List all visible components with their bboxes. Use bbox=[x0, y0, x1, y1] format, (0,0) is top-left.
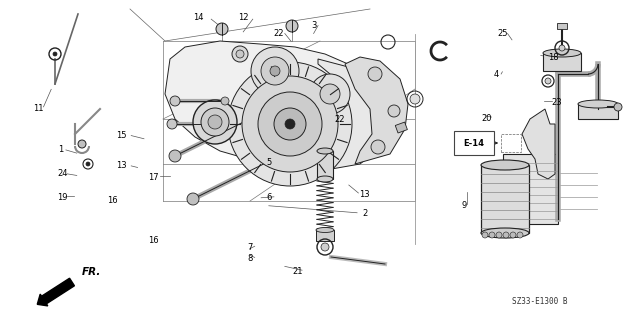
Text: 8: 8 bbox=[247, 254, 252, 263]
Ellipse shape bbox=[317, 148, 333, 154]
Circle shape bbox=[545, 78, 551, 84]
Circle shape bbox=[170, 96, 180, 106]
Circle shape bbox=[306, 137, 314, 145]
Text: FR.: FR. bbox=[82, 267, 101, 277]
Circle shape bbox=[371, 140, 385, 154]
FancyArrow shape bbox=[37, 278, 74, 306]
Text: 2: 2 bbox=[362, 209, 367, 218]
Ellipse shape bbox=[481, 160, 529, 170]
Circle shape bbox=[482, 232, 488, 238]
Circle shape bbox=[368, 67, 382, 81]
Circle shape bbox=[187, 193, 199, 205]
Ellipse shape bbox=[317, 176, 333, 182]
Circle shape bbox=[320, 84, 340, 104]
Polygon shape bbox=[165, 41, 375, 161]
Circle shape bbox=[169, 150, 181, 162]
Circle shape bbox=[167, 119, 177, 129]
Circle shape bbox=[510, 232, 516, 238]
Circle shape bbox=[496, 232, 502, 238]
Text: 18: 18 bbox=[548, 53, 559, 62]
Circle shape bbox=[270, 66, 280, 76]
Ellipse shape bbox=[543, 49, 581, 57]
Circle shape bbox=[53, 52, 57, 56]
Circle shape bbox=[310, 74, 350, 114]
Circle shape bbox=[285, 119, 295, 129]
Circle shape bbox=[78, 140, 86, 148]
Text: 6: 6 bbox=[266, 193, 271, 202]
Circle shape bbox=[193, 100, 237, 144]
Circle shape bbox=[216, 23, 228, 35]
Circle shape bbox=[559, 45, 565, 51]
Circle shape bbox=[517, 232, 523, 238]
Bar bbox=[501, 134, 521, 152]
Ellipse shape bbox=[316, 227, 334, 233]
Text: SZ33-E1300 B: SZ33-E1300 B bbox=[512, 296, 568, 306]
Bar bbox=[317, 151, 333, 179]
Text: 13: 13 bbox=[116, 161, 127, 170]
FancyBboxPatch shape bbox=[454, 131, 494, 155]
Text: 22: 22 bbox=[334, 115, 344, 124]
Polygon shape bbox=[315, 59, 390, 171]
Text: 7: 7 bbox=[247, 243, 252, 252]
Text: 3: 3 bbox=[311, 21, 316, 30]
Circle shape bbox=[232, 46, 248, 62]
Circle shape bbox=[614, 103, 622, 111]
Text: 19: 19 bbox=[57, 193, 67, 202]
Circle shape bbox=[410, 94, 420, 104]
Circle shape bbox=[236, 50, 244, 58]
Text: 13: 13 bbox=[360, 190, 370, 199]
Polygon shape bbox=[345, 57, 408, 164]
Circle shape bbox=[388, 105, 400, 117]
Circle shape bbox=[221, 97, 229, 105]
Ellipse shape bbox=[481, 228, 529, 238]
Circle shape bbox=[261, 57, 289, 85]
Circle shape bbox=[242, 76, 338, 172]
Text: 20: 20 bbox=[481, 114, 492, 122]
Circle shape bbox=[321, 243, 329, 251]
Circle shape bbox=[251, 47, 299, 95]
Circle shape bbox=[286, 95, 294, 103]
Text: 11: 11 bbox=[33, 104, 44, 113]
Bar bbox=[543, 53, 581, 71]
Text: 9: 9 bbox=[461, 201, 467, 210]
Text: 1: 1 bbox=[58, 145, 63, 154]
Circle shape bbox=[201, 108, 229, 136]
Bar bbox=[503, 154, 558, 224]
Bar bbox=[481, 165, 529, 233]
Text: 5: 5 bbox=[266, 158, 271, 167]
Circle shape bbox=[258, 92, 322, 156]
Circle shape bbox=[228, 62, 352, 186]
Bar bbox=[578, 104, 618, 119]
Circle shape bbox=[208, 115, 222, 129]
Text: 24: 24 bbox=[58, 169, 68, 178]
Circle shape bbox=[286, 20, 298, 32]
Circle shape bbox=[503, 232, 509, 238]
Text: E-14: E-14 bbox=[463, 138, 484, 147]
Text: 22: 22 bbox=[273, 29, 284, 38]
Text: 16: 16 bbox=[107, 197, 117, 205]
Ellipse shape bbox=[578, 100, 618, 108]
Text: 14: 14 bbox=[193, 13, 204, 22]
Text: 4: 4 bbox=[493, 70, 499, 78]
Text: 15: 15 bbox=[116, 131, 127, 140]
Text: 21: 21 bbox=[292, 267, 303, 276]
Bar bbox=[316, 230, 334, 241]
Circle shape bbox=[86, 162, 90, 166]
Text: 23: 23 bbox=[552, 98, 562, 107]
Polygon shape bbox=[522, 109, 555, 179]
Text: 25: 25 bbox=[497, 29, 508, 38]
Text: 16: 16 bbox=[148, 236, 159, 245]
Circle shape bbox=[274, 108, 306, 140]
Text: 17: 17 bbox=[148, 173, 159, 182]
Bar bbox=[557, 23, 567, 29]
Bar bbox=[396, 122, 408, 133]
Circle shape bbox=[489, 232, 495, 238]
Text: 12: 12 bbox=[238, 13, 248, 22]
